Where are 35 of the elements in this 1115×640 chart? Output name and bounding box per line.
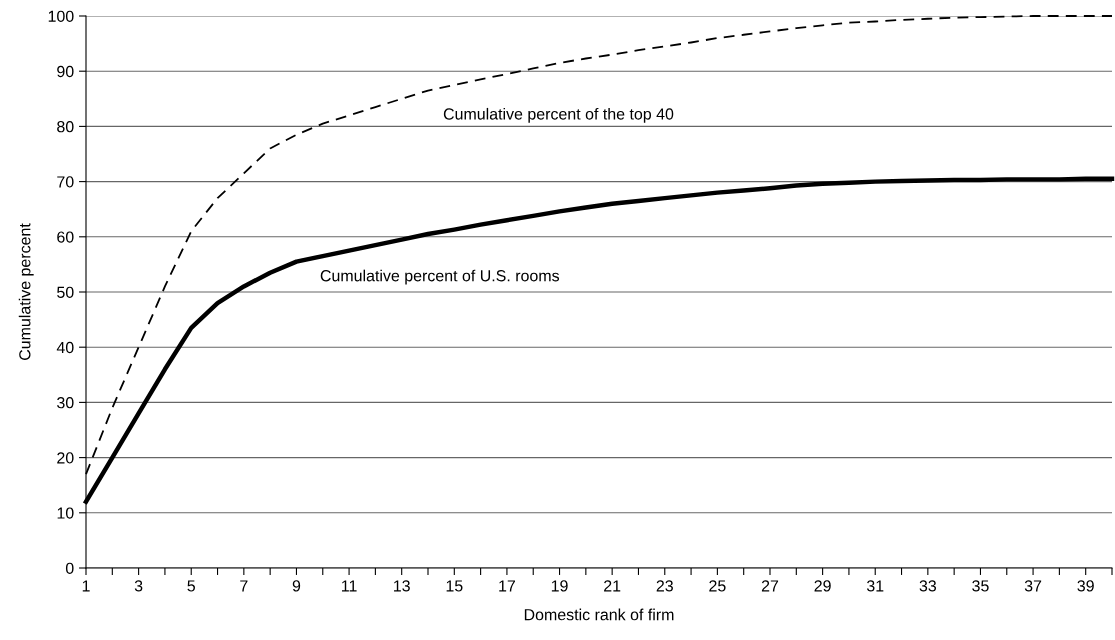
x-tick-label: 37 <box>1024 580 1042 592</box>
y-tick-label: 80 <box>57 121 74 133</box>
y-tick-label: 30 <box>57 397 74 409</box>
x-tick-label: 19 <box>551 580 568 592</box>
x-tick-label: 13 <box>394 580 410 592</box>
x-tick-label: 1 <box>82 580 90 592</box>
x-tick-label: 3 <box>134 580 143 592</box>
x-tick-label: 39 <box>1077 580 1094 592</box>
x-tick-label: 29 <box>814 580 831 592</box>
x-tick-label: 31 <box>866 580 884 592</box>
y-tick-label: 10 <box>57 507 74 519</box>
x-tick-label: 7 <box>240 580 248 592</box>
x-tick-label: 21 <box>604 580 621 592</box>
y-tick-label: 40 <box>56 341 74 354</box>
y-tick-label: 60 <box>57 231 74 243</box>
x-axis-title: Domestic rank of firm <box>524 608 674 621</box>
series-label: Cumulative percent of U.S. rooms <box>320 269 560 285</box>
y-tick-label: 100 <box>48 10 74 22</box>
x-tick-label: 15 <box>446 580 463 592</box>
x-tick-label: 5 <box>187 580 195 592</box>
y-tick-label: 20 <box>57 452 74 464</box>
y-tick-label: 90 <box>57 65 74 78</box>
y-tick-label: 50 <box>57 286 74 298</box>
x-tick-label: 33 <box>919 580 937 592</box>
x-tick-label: 11 <box>342 580 357 592</box>
y-tick-label: 70 <box>57 176 74 188</box>
x-tick-label: 25 <box>709 580 726 592</box>
x-tick-label: 27 <box>761 580 779 592</box>
x-tick-label: 9 <box>292 580 301 592</box>
y-axis-title: Cumulative percent <box>18 223 34 360</box>
y-tick-label: 0 <box>65 562 74 574</box>
x-tick-label: 23 <box>656 580 673 592</box>
x-tick-label: 17 <box>499 580 515 592</box>
series-label: Cumulative percent of the top 40 <box>443 107 674 123</box>
x-tick-label: 35 <box>972 580 989 592</box>
